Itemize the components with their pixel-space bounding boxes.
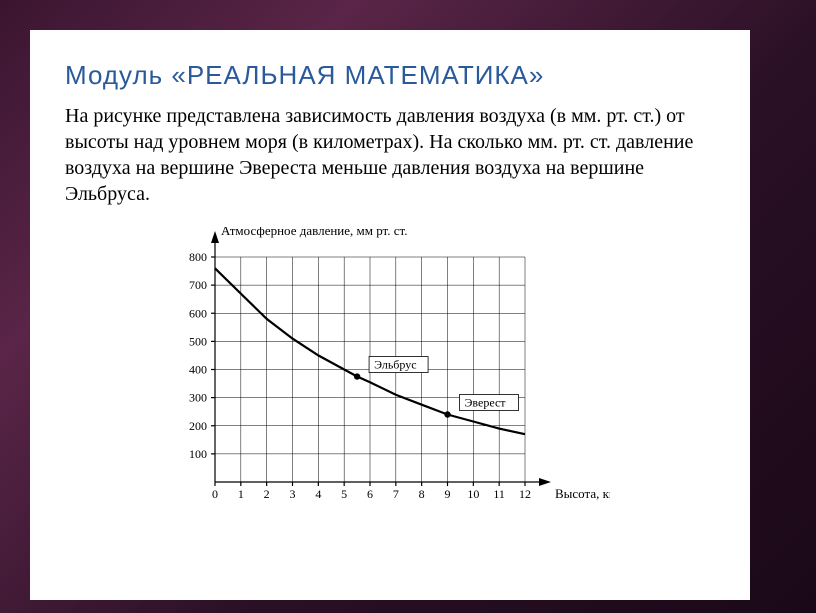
pressure-chart: 0123456789101112100200300400500600700800… [170, 227, 610, 517]
svg-text:1: 1 [238, 487, 244, 501]
chart-container: 0123456789101112100200300400500600700800… [65, 227, 715, 522]
svg-text:8: 8 [419, 487, 425, 501]
svg-text:0: 0 [212, 487, 218, 501]
svg-text:12: 12 [519, 487, 531, 501]
svg-text:4: 4 [315, 487, 321, 501]
svg-text:3: 3 [290, 487, 296, 501]
svg-text:500: 500 [189, 334, 207, 348]
svg-text:300: 300 [189, 391, 207, 405]
svg-text:200: 200 [189, 419, 207, 433]
slide-content: Модуль «РЕАЛЬНАЯ МАТЕМАТИКА» На рисунке … [30, 30, 750, 600]
svg-text:6: 6 [367, 487, 373, 501]
marker-elbrus [354, 373, 360, 379]
svg-text:2: 2 [264, 487, 270, 501]
marker-everest [444, 411, 450, 417]
svg-text:5: 5 [341, 487, 347, 501]
svg-text:10: 10 [467, 487, 479, 501]
svg-text:800: 800 [189, 250, 207, 264]
svg-text:700: 700 [189, 278, 207, 292]
y-axis-label: Атмосферное давление, мм рт. ст. [221, 227, 407, 238]
svg-text:7: 7 [393, 487, 399, 501]
x-axis-label: Высота, км [555, 486, 610, 501]
marker-label-elbrus: Эльбрус [374, 358, 417, 372]
marker-label-everest: Эверест [465, 396, 507, 410]
svg-text:11: 11 [493, 487, 505, 501]
svg-text:400: 400 [189, 363, 207, 377]
svg-text:9: 9 [445, 487, 451, 501]
svg-text:600: 600 [189, 306, 207, 320]
slide-title: Модуль «РЕАЛЬНАЯ МАТЕМАТИКА» [65, 60, 715, 91]
svg-text:100: 100 [189, 447, 207, 461]
slide-body-text: На рисунке представлена зависимость давл… [65, 103, 715, 207]
